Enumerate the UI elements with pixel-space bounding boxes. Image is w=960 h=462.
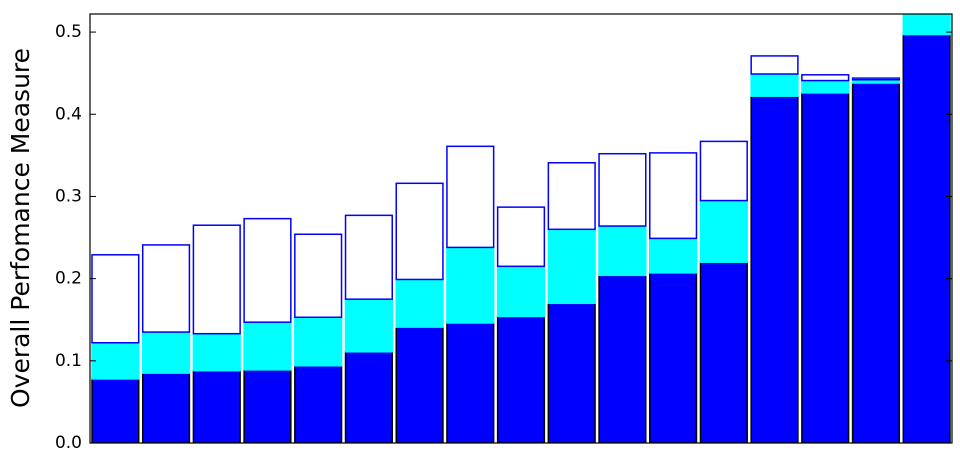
bar-segment: [395, 326, 444, 443]
bar-segment: [851, 77, 901, 81]
bar-segment: [192, 332, 241, 372]
bar-segment: [750, 73, 799, 97]
bar-segment: [141, 372, 191, 443]
plot-area: [91, 2, 951, 443]
bar-segment: [91, 341, 140, 380]
bar-segment: [902, 14, 951, 36]
bar-segment: [750, 95, 799, 443]
bar-segment: [699, 199, 748, 263]
bar-segment: [294, 316, 343, 367]
y-tick-label: 0.3: [55, 186, 82, 206]
bar-segment: [902, 33, 951, 443]
bar-segment: [496, 315, 546, 443]
bar-segment: [395, 278, 444, 328]
y-tick-label: 0.2: [55, 269, 82, 289]
bar-segment: [344, 351, 393, 443]
bar-segment: [496, 206, 546, 268]
bar-segment: [446, 145, 495, 249]
bar-segment: [192, 224, 241, 335]
bar-segment: [446, 246, 495, 324]
bar-segment: [598, 274, 647, 443]
bar-segment: [243, 321, 292, 371]
bar-segment: [344, 214, 393, 300]
bar-segment: [699, 140, 748, 202]
y-tick-label: 0.5: [55, 22, 82, 42]
bar-segment: [750, 55, 799, 75]
bar-segment: [395, 182, 444, 281]
bar-segment: [496, 265, 546, 318]
bar-segment: [801, 74, 850, 82]
bar-segment: [547, 228, 596, 305]
bar-segment: [192, 369, 241, 443]
bar-segment: [141, 331, 191, 374]
bar-segment: [801, 79, 850, 94]
bar-segment: [547, 162, 596, 231]
bar-segment: [243, 217, 292, 323]
bar-segment: [801, 92, 850, 443]
bar-segment: [141, 244, 191, 333]
bar-segment: [547, 302, 596, 443]
bar-segment: [699, 261, 748, 443]
bar-segment: [649, 272, 698, 443]
y-axis-label: Overall Perfomance Measure: [6, 48, 35, 408]
bar-segment: [903, 2, 950, 10]
y-tick-label: 0.4: [55, 104, 82, 124]
bar-segment: [91, 378, 140, 443]
bar-segment: [294, 364, 343, 443]
bar-segment: [344, 298, 393, 353]
bar-segment: [649, 237, 698, 274]
y-tick-label: 0.0: [55, 433, 82, 453]
bar-segment: [649, 152, 698, 240]
y-tick-label: 0.1: [55, 351, 82, 371]
bar-segment: [294, 233, 343, 319]
bar-segment: [598, 225, 647, 277]
bar-segment: [598, 152, 647, 227]
bar-segment: [243, 369, 292, 443]
plot-frame: [89, 13, 953, 444]
bar-segment: [91, 254, 140, 344]
bar-segment: [851, 82, 901, 443]
bar-segment: [446, 322, 495, 443]
